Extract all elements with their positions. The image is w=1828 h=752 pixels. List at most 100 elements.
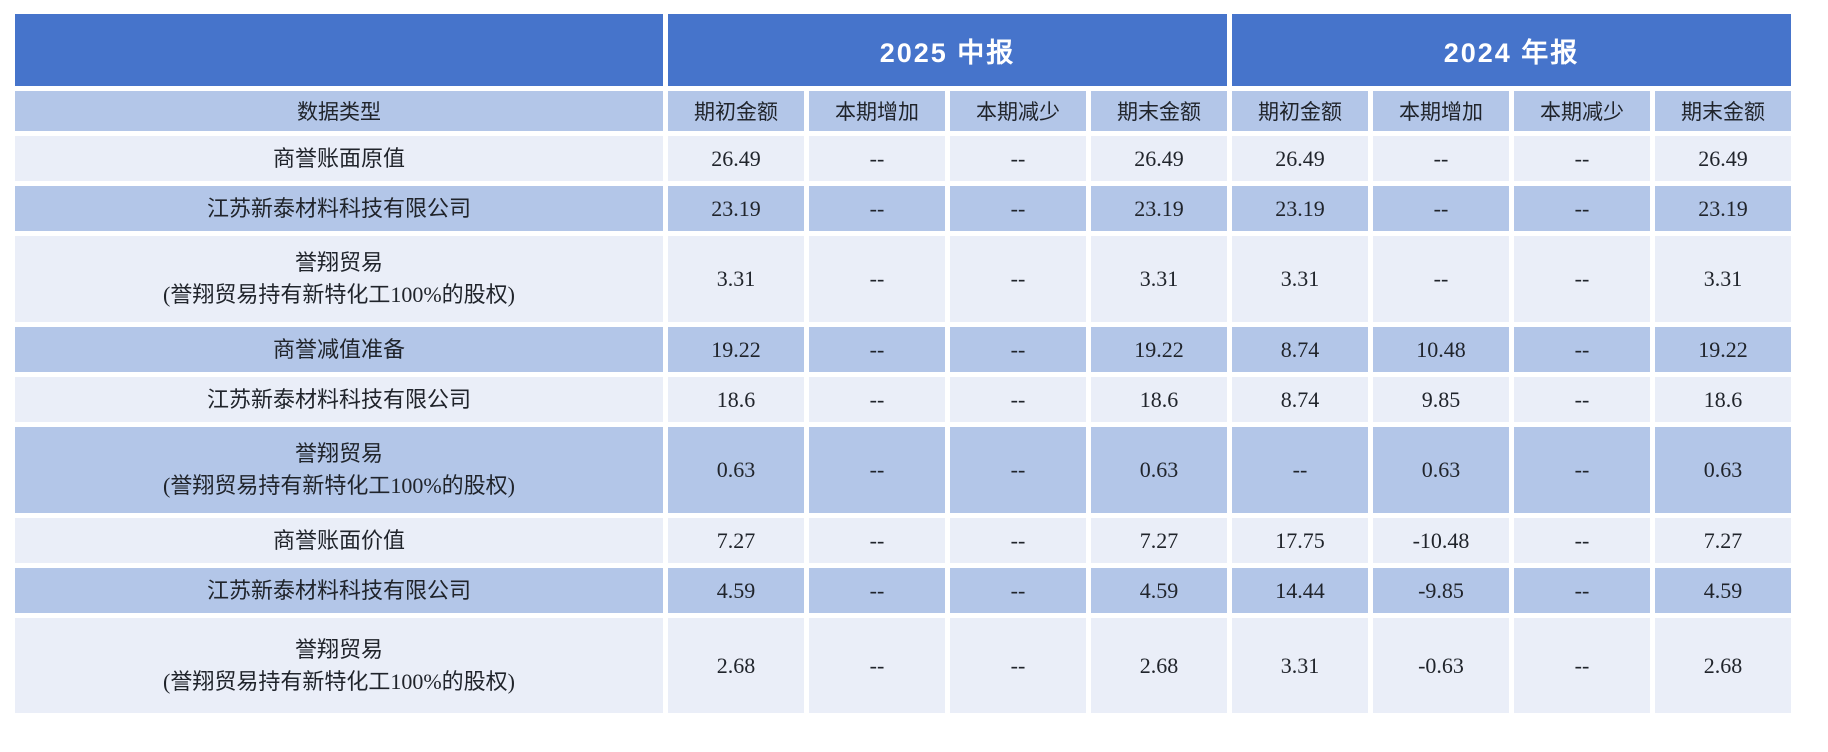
column-header: 期末金额: [1655, 91, 1791, 131]
value-cell: 26.49: [668, 136, 804, 181]
value-cell: --: [950, 518, 1086, 563]
row-label-cell: 誉翔贸易 (誉翔贸易持有新特化工100%的股权): [15, 618, 663, 713]
value-cell: -10.48: [1373, 518, 1509, 563]
value-cell: --: [1514, 236, 1650, 322]
value-cell: 10.48: [1373, 327, 1509, 372]
table-row: 商誉减值准备 19.22 -- -- 19.22 8.74 10.48 -- 19.22: [15, 327, 1791, 372]
value-cell: --: [1514, 618, 1650, 713]
column-header: 本期增加: [809, 91, 945, 131]
row-label-cell: 商誉账面原值: [15, 136, 663, 181]
row-label: 商誉账面价值: [272, 527, 405, 553]
row-label: 商誉减值准备: [272, 336, 405, 362]
column-header-row: 数据类型 期初金额 本期增加 本期减少 期末金额 期初金额 本期增加 本期减少 期末金额: [15, 91, 1791, 131]
row-header-label: 数据类型: [15, 91, 663, 131]
table-body: 商誉账面原值 26.49 -- -- 26.49 26.49 -- -- 26.49 江苏新泰材料…: [15, 136, 1791, 713]
value-cell: 26.49: [1232, 136, 1368, 181]
value-cell: --: [809, 136, 945, 181]
column-header: 期末金额: [1091, 91, 1227, 131]
value-cell: 23.19: [1655, 186, 1791, 231]
column-header: 本期减少: [950, 91, 1086, 131]
value-cell: --: [1514, 186, 1650, 231]
row-label-cell: 江苏新泰材料科技有限公司: [15, 568, 663, 613]
value-cell: --: [1373, 236, 1509, 322]
table-row: 江苏新泰材料科技有限公司 18.6 -- -- 18.6 8.74 9.85 -- 18.6: [15, 377, 1791, 422]
value-cell: --: [950, 618, 1086, 713]
value-cell: --: [1514, 568, 1650, 613]
table-row: 誉翔贸易 (誉翔贸易持有新特化工100%的股权) 3.31 -- -- 3.31 3.31-…: [15, 236, 1791, 322]
value-cell: 7.27: [1091, 518, 1227, 563]
value-cell: 19.22: [1091, 327, 1227, 372]
value-cell: 3.31: [1655, 236, 1791, 322]
value-cell: --: [809, 186, 945, 231]
row-label-cell: 江苏新泰材料科技有限公司: [15, 186, 663, 231]
value-cell: --: [809, 427, 945, 513]
column-header: 本期减少: [1514, 91, 1650, 131]
row-label: 誉翔贸易: [294, 250, 383, 276]
period-header-2024-annual: 2024 年报: [1232, 14, 1791, 86]
value-cell: 4.59: [668, 568, 804, 613]
value-cell: --: [809, 377, 945, 422]
period-header-row: 2025 中报 2024 年报: [15, 14, 1791, 86]
row-label-cell: 商誉减值准备: [15, 327, 663, 372]
value-cell: --: [809, 327, 945, 372]
row-label: 江苏新泰材料科技有限公司: [206, 386, 471, 412]
value-cell: --: [809, 518, 945, 563]
value-cell: --: [1514, 377, 1650, 422]
value-cell: 23.19: [668, 186, 804, 231]
value-cell: 23.19: [1091, 186, 1227, 231]
value-cell: --: [1232, 427, 1368, 513]
value-cell: 2.68: [668, 618, 804, 713]
value-cell: --: [1514, 518, 1650, 563]
value-cell: 23.19: [1232, 186, 1368, 231]
value-cell: --: [1373, 186, 1509, 231]
value-cell: -9.85: [1373, 568, 1509, 613]
row-label: 誉翔贸易: [294, 441, 383, 467]
value-cell: --: [809, 618, 945, 713]
value-cell: 0.63: [1373, 427, 1509, 513]
value-cell: --: [950, 186, 1086, 231]
value-cell: 3.31: [1091, 236, 1227, 322]
value-cell: 7.27: [668, 518, 804, 563]
value-cell: 0.63: [668, 427, 804, 513]
value-cell: 17.75: [1232, 518, 1368, 563]
value-cell: 3.31: [668, 236, 804, 322]
value-cell: --: [950, 236, 1086, 322]
value-cell: --: [809, 236, 945, 322]
value-cell: 2.68: [1655, 618, 1791, 713]
row-label: 商誉账面原值: [272, 145, 405, 171]
value-cell: 18.6: [1091, 377, 1227, 422]
value-cell: --: [1514, 136, 1650, 181]
value-cell: 8.74: [1232, 377, 1368, 422]
value-cell: 8.74: [1232, 327, 1368, 372]
value-cell: 2.68: [1091, 618, 1227, 713]
value-cell: --: [1373, 136, 1509, 181]
value-cell: 18.6: [668, 377, 804, 422]
value-cell: 0.63: [1655, 427, 1791, 513]
row-sublabel: (誉翔贸易持有新特化工100%的股权): [163, 473, 515, 498]
row-label-cell: 誉翔贸易 (誉翔贸易持有新特化工100%的股权): [15, 236, 663, 322]
row-label-cell: 商誉账面价值: [15, 518, 663, 563]
row-label-cell: 誉翔贸易 (誉翔贸易持有新特化工100%的股权): [15, 427, 663, 513]
goodwill-breakdown-table: 2025 中报 2024 年报 数据类型 期初金额 本期增加 本期减少 期末金额 期初金…: [10, 9, 1796, 718]
value-cell: --: [950, 377, 1086, 422]
value-cell: 7.27: [1655, 518, 1791, 563]
column-header: 期初金额: [668, 91, 804, 131]
value-cell: 3.31: [1232, 236, 1368, 322]
table-row: 商誉账面原值 26.49 -- -- 26.49 26.49 -- -- 26.49: [15, 136, 1791, 181]
value-cell: --: [950, 136, 1086, 181]
value-cell: 19.22: [668, 327, 804, 372]
column-header: 期初金额: [1232, 91, 1368, 131]
value-cell: 4.59: [1655, 568, 1791, 613]
value-cell: --: [1514, 327, 1650, 372]
table-row: 江苏新泰材料科技有限公司 4.59 -- -- 4.59 14.44 -9.85 -- 4.59: [15, 568, 1791, 613]
corner-cell: [15, 14, 663, 86]
row-sublabel: (誉翔贸易持有新特化工100%的股权): [163, 668, 515, 694]
value-cell: -0.63: [1373, 618, 1509, 713]
row-sublabel: (誉翔贸易持有新特化工100%的股权): [163, 282, 515, 307]
value-cell: 14.44: [1232, 568, 1368, 613]
table-row: 江苏新泰材料科技有限公司 23.19 -- -- 23.19 23.19 -- -- 23.19: [15, 186, 1791, 231]
column-header: 本期增加: [1373, 91, 1509, 131]
value-cell: 19.22: [1655, 327, 1791, 372]
value-cell: 4.59: [1091, 568, 1227, 613]
row-label: 誉翔贸易: [294, 636, 383, 662]
